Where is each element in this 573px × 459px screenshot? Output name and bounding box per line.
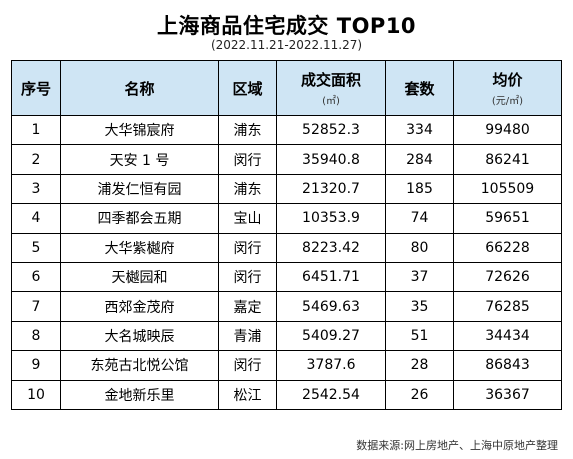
cell-rank: 1 xyxy=(11,114,61,146)
header-price-unit: (元/㎡) xyxy=(491,96,524,107)
cell-units: 28 xyxy=(385,350,454,381)
cell-rank: 10 xyxy=(11,379,61,410)
table-row: 3 浦发仁恒有园 浦东 21320.7 185 105509 xyxy=(11,173,562,205)
header-name: 名称 xyxy=(60,60,219,116)
table-row: 8 大名城映辰 青浦 5409.27 51 34434 xyxy=(11,320,562,352)
cell-district: 浦东 xyxy=(218,173,277,205)
header-rank: 序号 xyxy=(11,60,61,116)
table-row: 4 四季都会五期 宝山 10353.9 74 59651 xyxy=(11,203,562,234)
cell-units: 80 xyxy=(385,232,454,263)
cell-rank: 5 xyxy=(11,232,61,263)
cell-units: 37 xyxy=(385,261,454,293)
cell-area: 8223.42 xyxy=(276,232,386,263)
cell-rank: 2 xyxy=(11,144,61,175)
cell-rank: 3 xyxy=(11,173,61,205)
table-row: 6 天樾园和 闵行 6451.71 37 72626 xyxy=(11,261,562,293)
data-source-note: 数据来源:网上房地产、上海中原地产整理 xyxy=(356,439,558,452)
cell-price: 86241 xyxy=(453,144,562,175)
table-row: 2 天安 1 号 闵行 35940.8 284 86241 xyxy=(11,144,562,175)
cell-district: 宝山 xyxy=(218,203,277,234)
cell-name: 大华锦宸府 xyxy=(60,114,219,146)
cell-price: 72626 xyxy=(453,261,562,293)
cell-name: 东苑古北悦公馆 xyxy=(60,350,219,381)
cell-price: 105509 xyxy=(453,173,562,205)
cell-rank: 7 xyxy=(11,291,61,322)
header-district: 区域 xyxy=(218,60,277,116)
cell-name: 天安 1 号 xyxy=(60,144,219,175)
cell-units: 35 xyxy=(385,291,454,322)
cell-district: 松江 xyxy=(218,379,277,410)
date-range-subtitle: (2022.11.21-2022.11.27) xyxy=(210,38,363,52)
cell-units: 74 xyxy=(385,203,454,234)
cell-district: 嘉定 xyxy=(218,291,277,322)
cell-price: 36367 xyxy=(453,379,562,410)
cell-area: 21320.7 xyxy=(276,173,386,205)
cell-price: 86843 xyxy=(453,350,562,381)
cell-district: 青浦 xyxy=(218,320,277,352)
header-area-unit: (㎡) xyxy=(322,96,340,107)
cell-price: 99480 xyxy=(453,114,562,146)
table-header-row: 序号 名称 区域 成交面积 (㎡) 套数 均价 (元/㎡) xyxy=(11,60,562,116)
cell-name: 浦发仁恒有园 xyxy=(60,173,219,205)
cell-units: 185 xyxy=(385,173,454,205)
cell-rank: 6 xyxy=(11,261,61,293)
table-row: 7 西郊金茂府 嘉定 5469.63 35 76285 xyxy=(11,291,562,322)
cell-name: 天樾园和 xyxy=(60,261,219,293)
cell-rank: 9 xyxy=(11,350,61,381)
cell-name: 金地新乐里 xyxy=(60,379,219,410)
cell-rank: 4 xyxy=(11,203,61,234)
header-price: 均价 (元/㎡) xyxy=(453,60,562,116)
cell-price: 66228 xyxy=(453,232,562,263)
cell-area: 5409.27 xyxy=(276,320,386,352)
cell-area: 35940.8 xyxy=(276,144,386,175)
cell-area: 6451.71 xyxy=(276,261,386,293)
cell-district: 闵行 xyxy=(218,350,277,381)
cell-price: 59651 xyxy=(453,203,562,234)
table-row: 1 大华锦宸府 浦东 52852.3 334 99480 xyxy=(11,114,562,146)
cell-name: 大名城映辰 xyxy=(60,320,219,352)
table-row: 9 东苑古北悦公馆 闵行 3787.6 28 86843 xyxy=(11,350,562,381)
cell-name: 四季都会五期 xyxy=(60,203,219,234)
cell-area: 5469.63 xyxy=(276,291,386,322)
cell-district: 闵行 xyxy=(218,144,277,175)
cell-area: 52852.3 xyxy=(276,114,386,146)
cell-district: 浦东 xyxy=(218,114,277,146)
cell-name: 大华紫樾府 xyxy=(60,232,219,263)
ranking-table: 序号 名称 区域 成交面积 (㎡) 套数 均价 (元/㎡) 1 大华锦宸府 浦东… xyxy=(11,60,562,410)
page-title: 上海商品住宅成交 TOP10 xyxy=(156,14,417,38)
cell-district: 闵行 xyxy=(218,232,277,263)
cell-units: 284 xyxy=(385,144,454,175)
cell-area: 10353.9 xyxy=(276,203,386,234)
cell-price: 76285 xyxy=(453,291,562,322)
header-area-label: 成交面积 xyxy=(300,71,361,89)
cell-name: 西郊金茂府 xyxy=(60,291,219,322)
cell-area: 2542.54 xyxy=(276,379,386,410)
cell-units: 51 xyxy=(385,320,454,352)
header-units: 套数 xyxy=(385,60,454,116)
cell-price: 34434 xyxy=(453,320,562,352)
header-price-label: 均价 xyxy=(492,71,523,89)
table-row: 10 金地新乐里 松江 2542.54 26 36367 xyxy=(11,379,562,410)
cell-rank: 8 xyxy=(11,320,61,352)
table-row: 5 大华紫樾府 闵行 8223.42 80 66228 xyxy=(11,232,562,263)
header-area: 成交面积 (㎡) xyxy=(276,60,386,116)
cell-district: 闵行 xyxy=(218,261,277,293)
cell-area: 3787.6 xyxy=(276,350,386,381)
cell-units: 334 xyxy=(385,114,454,146)
cell-units: 26 xyxy=(385,379,454,410)
